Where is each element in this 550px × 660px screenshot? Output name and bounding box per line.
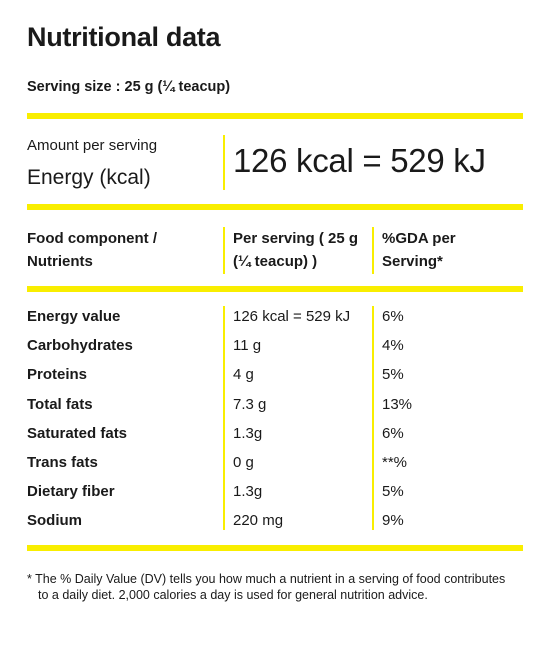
gda-percent: 9% xyxy=(382,512,404,530)
column-line xyxy=(372,306,374,530)
per-serving: 4 g xyxy=(233,366,254,384)
nutrient-name: Total fats xyxy=(27,395,93,413)
per-serving: 11 g xyxy=(233,337,262,355)
per-serving: 7.3 g xyxy=(233,395,267,413)
gda-percent: 6% xyxy=(382,424,404,442)
gda-percent: 5% xyxy=(382,483,404,501)
footnote: * The % Daily Value (DV) tells you how m… xyxy=(27,572,506,602)
divider xyxy=(27,286,523,292)
gda-percent: **% xyxy=(382,454,408,471)
divider xyxy=(27,113,523,119)
column-header: %GDA per Serving* xyxy=(382,230,456,270)
per-serving: 126 kcal = 529 kJ xyxy=(233,308,351,325)
divider xyxy=(27,204,523,210)
gda-percent: 6% xyxy=(382,308,404,325)
energy-caption: Amount per serving xyxy=(27,137,158,154)
gda-percent: 5% xyxy=(382,366,404,384)
per-serving: 220 mg xyxy=(233,512,284,530)
title: Nutritional data xyxy=(27,22,221,52)
gda-percent: 13% xyxy=(382,395,413,413)
nutrient-name: Sodium xyxy=(27,512,82,530)
per-serving: 0 g xyxy=(233,454,254,471)
column-line xyxy=(223,227,225,274)
column-line xyxy=(223,135,225,190)
per-serving: 1.3g xyxy=(233,424,263,442)
column-header: Per serving ( 25 g (¼ teacup) ) xyxy=(233,230,359,270)
nutrient-name: Energy value xyxy=(27,308,121,325)
divider xyxy=(27,545,523,551)
nutrient-name: Carbohydrates xyxy=(27,337,133,355)
serving-size: Serving size : 25 g (¼ teacup) xyxy=(27,79,231,95)
energy-value: 126 kcal = 529 kJ xyxy=(233,142,486,179)
column-header: Food component / Nutrients xyxy=(27,230,157,270)
column-line xyxy=(223,306,225,530)
nutrient-name: Trans fats xyxy=(27,454,98,471)
nutrient-name: Saturated fats xyxy=(27,424,128,442)
column-line xyxy=(372,227,374,274)
energy-label: Energy (kcal) xyxy=(27,166,151,189)
per-serving: 1.3g xyxy=(233,483,263,501)
nutrient-name: Dietary fiber xyxy=(27,483,115,501)
nutrient-name: Proteins xyxy=(27,366,88,384)
gda-percent: 4% xyxy=(382,337,404,355)
